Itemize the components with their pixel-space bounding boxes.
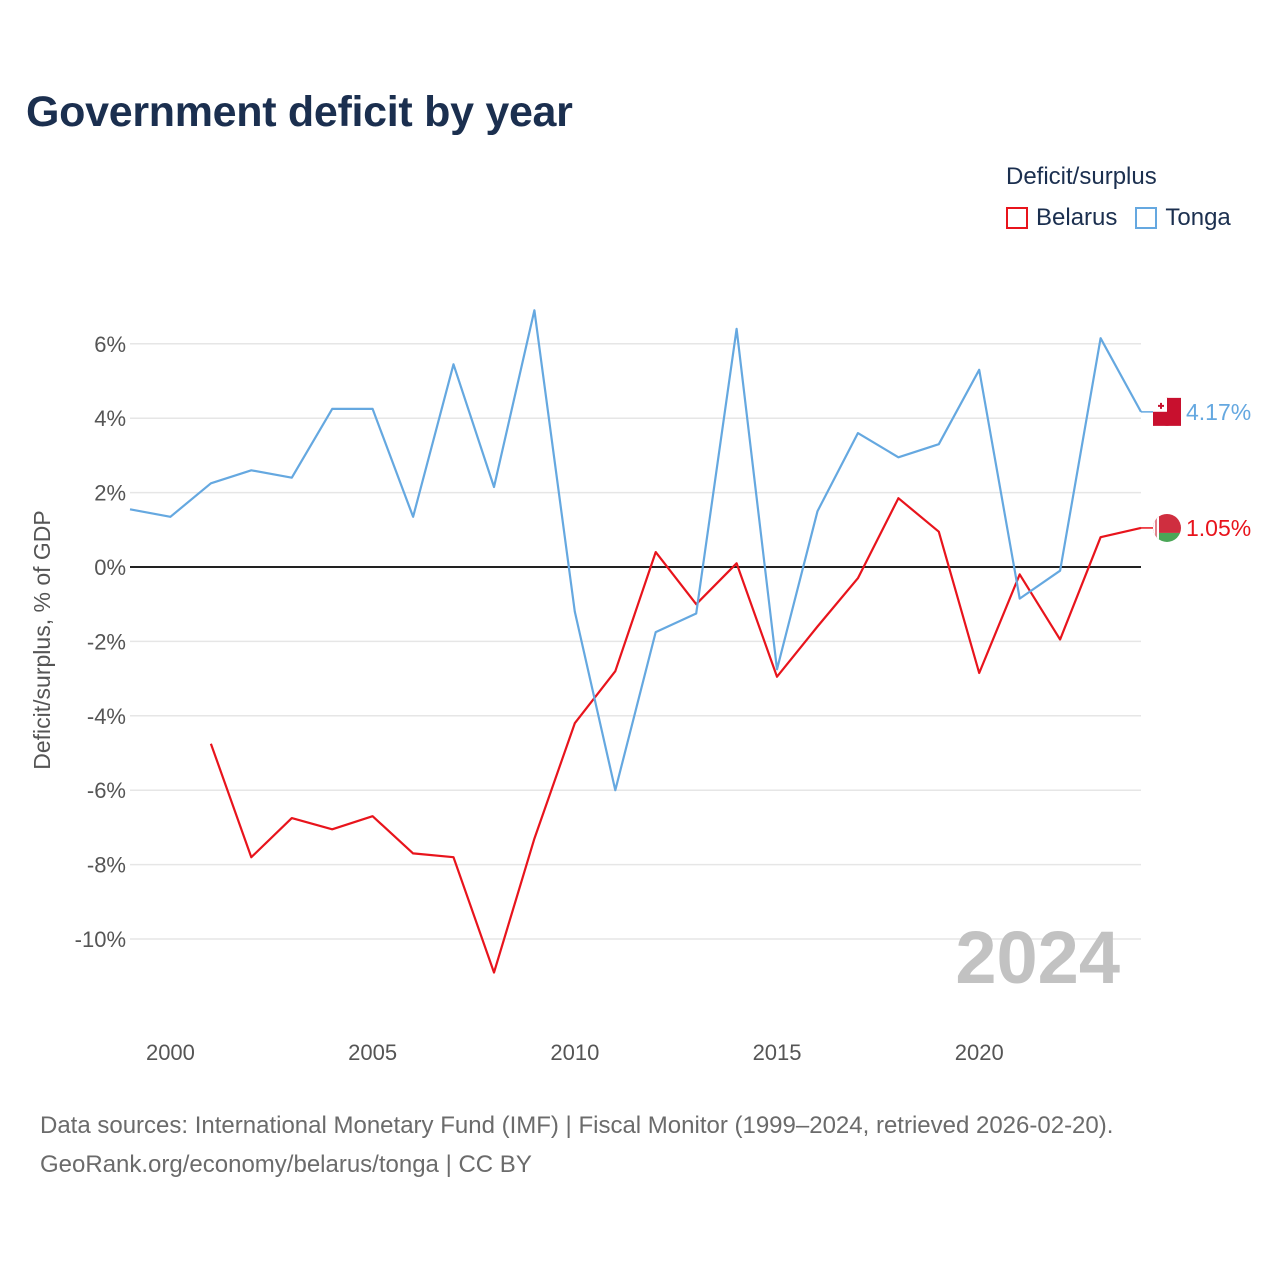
y-axis-ticks: 6% 4% 2% 0% -2% -4% -6% -8% -10%: [75, 332, 126, 952]
x-axis-ticks: 2000 2005 2010 2015 2020: [146, 1040, 1004, 1065]
flag-icon-belarus: [1153, 513, 1181, 542]
legend-label-tonga: Tonga: [1165, 204, 1231, 231]
legend-swatch-tonga: [1135, 207, 1158, 229]
line-tonga: [129, 309, 1142, 792]
y-tick-label: -10%: [75, 927, 126, 952]
y-tick-label: -8%: [87, 853, 126, 878]
legend-item-tonga[interactable]: Tonga: [1135, 204, 1231, 232]
footer-link[interactable]: GeoRank.org/economy/belarus/tonga | CC B…: [40, 1151, 532, 1178]
footer-source: Data sources: International Monetary Fun…: [40, 1112, 1114, 1139]
x-tick-label: 2010: [550, 1040, 599, 1065]
chart-title: Government deficit by year: [26, 88, 573, 136]
y-tick-label: -2%: [87, 629, 126, 654]
line-belarus: [209, 497, 1142, 974]
footer: Data sources: International Monetary Fun…: [40, 1106, 1113, 1184]
x-tick-label: 2005: [348, 1040, 397, 1065]
end-label-belarus: 1.05%: [1186, 515, 1251, 541]
end-markers: 1.05% 4.17%: [1141, 397, 1251, 542]
y-tick-label: 6%: [94, 332, 126, 357]
x-tick-label: 2015: [753, 1040, 802, 1065]
legend-title: Deficit/surplus: [1006, 163, 1157, 190]
year-watermark: 2024: [955, 916, 1120, 999]
end-label-tonga: 4.17%: [1186, 399, 1251, 425]
gridlines: [130, 343, 1141, 940]
series-lines: [129, 309, 1142, 974]
y-tick-label: 0%: [94, 555, 126, 580]
y-tick-label: 4%: [94, 406, 126, 431]
legend-item-belarus[interactable]: Belarus: [1006, 204, 1117, 232]
x-tick-label: 2020: [955, 1040, 1004, 1065]
x-tick-label: 2000: [146, 1040, 195, 1065]
legend-swatch-belarus: [1006, 207, 1028, 229]
legend-label-belarus: Belarus: [1036, 204, 1118, 231]
y-tick-label: 2%: [94, 481, 126, 506]
legend: Belarus Tonga: [1006, 204, 1249, 232]
y-tick-label: -4%: [87, 704, 126, 729]
flag-icon-tonga: [1153, 397, 1181, 426]
y-axis-label: Deficit/surplus, % of GDP: [29, 510, 55, 769]
y-tick-label: -6%: [87, 778, 126, 803]
